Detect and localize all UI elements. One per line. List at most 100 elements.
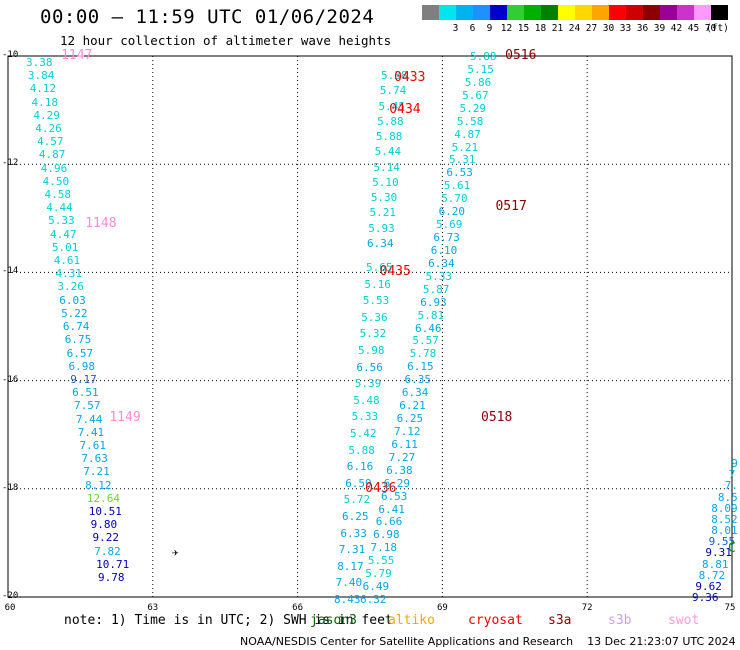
wave-height-label: 3.84 [27, 69, 55, 83]
lon-tick-label: 69 [436, 603, 448, 613]
scale-label: 70 [704, 23, 717, 34]
wave-height-label: 6.11 [391, 437, 418, 451]
wave-height-label: 5.69 [435, 218, 463, 232]
wave-height-label: 9.62 [695, 579, 722, 593]
wave-height-label: 8.09 [711, 501, 738, 515]
wave-height-label: 5.16 [364, 277, 391, 291]
wave-height-label: 5.88 [375, 130, 403, 144]
map-frame [7, 55, 733, 598]
scale-swatch [507, 5, 524, 20]
wave-height-label: 5.21 [451, 140, 479, 154]
lat-tick-label: -10 [2, 50, 19, 60]
scale-swatch [473, 5, 490, 20]
wave-height-label: 6.53 [380, 489, 408, 503]
wave-height-label: 9.17 [70, 372, 97, 386]
scale-label: 18 [534, 23, 547, 34]
wave-height-label: 5.30 [370, 191, 398, 205]
wave-height-label: 5.65 [366, 261, 393, 274]
legend-item-cryosat: cryosat [468, 613, 523, 628]
pass-time-label: 1148 [85, 215, 117, 231]
scale-swatch [609, 5, 626, 20]
wave-height-label: 7.57 [74, 399, 101, 413]
wave-height-label: 5.31 [449, 153, 476, 167]
wave-height-label: 5.86 [464, 75, 492, 89]
wave-height-label: 4.57 [37, 135, 64, 149]
wave-height-label: 5.01 [51, 240, 79, 254]
scale-label: 42 [670, 23, 683, 34]
scale-swatch [592, 5, 609, 20]
wave-height-label: 5.48 [353, 393, 380, 407]
scale-swatch [456, 5, 473, 20]
legend-item-jason3: jason3 [310, 613, 357, 628]
wave-height-label: 5.33 [351, 410, 379, 424]
wave-height-label: 6.34 [401, 386, 429, 400]
wave-height-label: 8.12 [85, 478, 112, 492]
wave-height-label: 9.80 [90, 518, 118, 532]
lon-tick-label: 66 [292, 603, 304, 613]
wave-height-label: 5.67 [462, 88, 489, 102]
wave-height-label: 7.40 [335, 576, 363, 590]
scale-swatch [575, 5, 592, 20]
wave-height-label: 5.39 [354, 377, 382, 391]
wave-height-label: 5.32 [359, 327, 387, 341]
wave-height-label: 5.36 [361, 310, 388, 324]
wave-height-label: 6.15 [407, 360, 434, 374]
wave-height-label: 8.52 [711, 512, 738, 526]
wave-height-label: 5.33 [425, 269, 452, 283]
wave-height-label: 5.33 [48, 214, 75, 228]
wave-height-label: 7.27 [388, 450, 416, 464]
wave-height-label: 8.17 [337, 559, 364, 573]
wave-height-label: 5.38 [381, 69, 408, 82]
pass-time-label: 0434 [389, 102, 421, 118]
wave-height-label: 5.72 [343, 493, 371, 507]
lat-tick-label: -12 [2, 158, 19, 169]
wave-height-label: 5.29 [459, 101, 487, 115]
wave-height-label: 5.78 [409, 347, 437, 361]
wave-height-label: 6.53 [446, 166, 473, 180]
scale-label: 39 [653, 23, 666, 34]
wave-height-label: 5.57 [412, 334, 439, 348]
scale-swatch [643, 5, 660, 20]
wave-height-label: 4.12 [29, 82, 57, 96]
scale-swatch [558, 5, 575, 20]
wave-height-label: 6.21 [399, 399, 426, 413]
wave-height-label: 6.74 [62, 320, 90, 334]
scale-label: 15 [517, 23, 530, 34]
lon-tick-label: 72 [581, 603, 593, 613]
scale-label: 30 [602, 23, 615, 34]
wave-height-label: 7.41 [77, 425, 105, 439]
wave-height-label: 6.66 [375, 515, 403, 529]
scale-swatch [439, 5, 456, 20]
wave-height-label: 7.18 [370, 541, 397, 555]
wave-height-label: 4.26 [35, 122, 62, 136]
wave-height-label: 7. [724, 479, 738, 493]
wave-height-label: 9 [731, 457, 738, 470]
credit-org: NOAA/NESDIS Center for Satellite Applica… [240, 635, 574, 648]
wave-height-label: 6.32 [360, 593, 387, 606]
wave-height-label: 5.70 [441, 192, 468, 206]
scale-label: 3 [452, 23, 459, 34]
wave-height-label: 6.75 [64, 333, 92, 347]
pass-time-label: 0517 [495, 199, 527, 215]
wave-height-label: 5.88 [377, 114, 404, 128]
scale-unit: (ft) [706, 23, 729, 34]
scale-label: 36 [636, 23, 649, 34]
edge-mark-label: C [728, 541, 736, 557]
wave-height-label: 12.64 [86, 491, 121, 505]
wave-height-label: 8.5 [717, 490, 738, 504]
pass-time-label: 0518 [481, 410, 513, 426]
wave-height-label: 4.47 [50, 227, 77, 241]
scale-swatch [422, 5, 439, 20]
wave-height-label: 9.36 [692, 591, 719, 604]
lat-tick-label: -16 [2, 374, 19, 385]
scale-label: 12 [500, 23, 513, 34]
lat-lon-grid [8, 56, 732, 597]
pass-time-label: 0433 [394, 69, 426, 85]
wave-height-label: 9.22 [92, 531, 119, 545]
wave-height-label: 6.03 [59, 293, 86, 307]
wave-height-label: 5.93 [368, 221, 395, 235]
lat-tick-label: -18 [2, 482, 19, 493]
wave-height-label: 6.35 [404, 373, 432, 387]
wave-height-label: 4.96 [40, 161, 68, 175]
